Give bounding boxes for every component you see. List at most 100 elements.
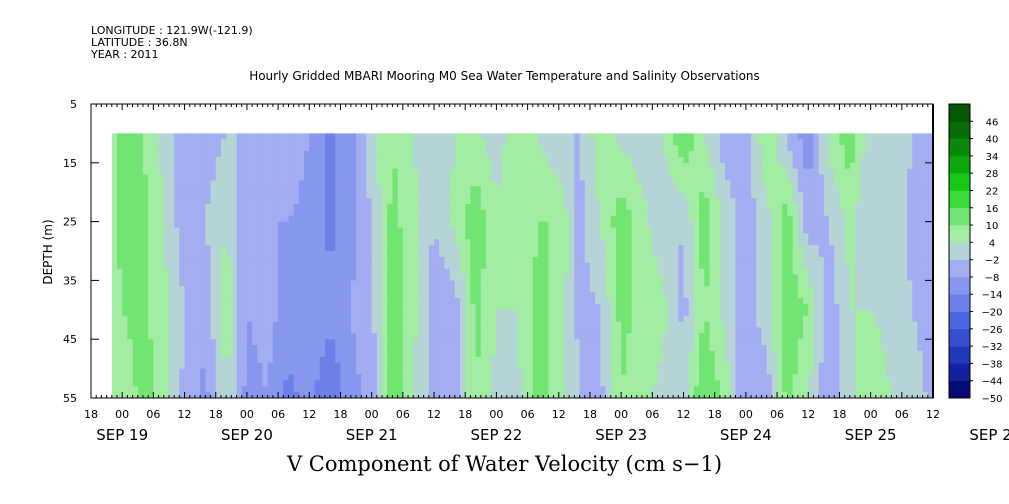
heatmap-cell bbox=[288, 233, 295, 240]
heatmap-cell bbox=[137, 280, 144, 287]
heatmap-cell bbox=[231, 256, 237, 264]
heatmap-cell bbox=[168, 227, 175, 234]
heatmap-cell bbox=[486, 303, 492, 311]
heatmap-cell bbox=[148, 315, 154, 322]
heatmap-cell bbox=[569, 386, 575, 393]
heatmap-cell bbox=[569, 145, 575, 152]
heatmap-cell bbox=[231, 233, 237, 240]
heatmap-cell bbox=[553, 256, 560, 264]
heatmap-cell bbox=[574, 133, 580, 140]
heatmap-cell bbox=[475, 145, 482, 152]
heatmap-cell bbox=[397, 315, 404, 322]
heatmap-cell bbox=[460, 350, 466, 358]
heatmap-cell bbox=[537, 245, 544, 252]
heatmap-cell bbox=[522, 151, 528, 158]
heatmap-cell bbox=[158, 239, 165, 246]
heatmap-cell bbox=[200, 333, 206, 340]
heatmap-cell bbox=[288, 356, 295, 364]
heatmap-cell bbox=[330, 356, 336, 364]
heatmap-cell bbox=[683, 145, 690, 152]
heatmap-cell bbox=[163, 362, 170, 369]
heatmap-cell bbox=[392, 374, 399, 381]
heatmap-cell bbox=[148, 350, 154, 358]
heatmap-cell bbox=[480, 274, 487, 281]
heatmap-cell bbox=[241, 139, 248, 146]
heatmap-cell bbox=[449, 198, 456, 205]
heatmap-cell bbox=[615, 156, 622, 164]
heatmap-cell bbox=[548, 209, 554, 217]
heatmap-cell bbox=[392, 174, 399, 181]
heatmap-cell bbox=[444, 268, 451, 275]
heatmap-cell bbox=[387, 392, 393, 399]
heatmap-cell bbox=[496, 368, 503, 375]
heatmap-cell bbox=[486, 327, 492, 334]
heatmap-cell bbox=[454, 274, 461, 281]
heatmap-cell bbox=[200, 203, 206, 211]
heatmap-cell bbox=[470, 133, 477, 140]
heatmap-cell bbox=[246, 180, 253, 187]
heatmap-cell bbox=[621, 192, 627, 199]
heatmap-cell bbox=[491, 380, 497, 387]
heatmap-cell bbox=[215, 327, 222, 334]
heatmap-cell bbox=[532, 392, 539, 399]
heatmap-cell bbox=[257, 303, 263, 311]
heatmap-cell bbox=[641, 251, 648, 258]
heatmap-cell bbox=[678, 245, 684, 252]
heatmap-cell bbox=[392, 327, 399, 334]
heatmap-cell bbox=[662, 292, 669, 299]
heatmap-cell bbox=[148, 327, 154, 334]
heatmap-cell bbox=[449, 386, 456, 393]
heatmap-cell bbox=[548, 145, 554, 152]
heatmap-cell bbox=[314, 233, 321, 240]
heatmap-cell bbox=[210, 221, 217, 228]
heatmap-cell bbox=[486, 239, 492, 246]
heatmap-cell bbox=[205, 262, 211, 270]
heatmap-cell bbox=[387, 168, 393, 175]
heatmap-cell bbox=[584, 380, 591, 387]
heatmap-cell bbox=[641, 133, 648, 140]
heatmap-cell bbox=[252, 245, 258, 252]
heatmap-cell bbox=[330, 180, 336, 187]
heatmap-cell bbox=[460, 133, 466, 140]
heatmap-cell bbox=[517, 380, 523, 387]
heatmap-cell bbox=[517, 227, 523, 234]
heatmap-cell bbox=[122, 251, 128, 258]
heatmap-cell bbox=[122, 345, 128, 352]
heatmap-cell bbox=[402, 245, 409, 252]
heatmap-cell bbox=[626, 262, 632, 270]
heatmap-cell bbox=[558, 203, 565, 211]
heatmap-cell bbox=[641, 368, 648, 375]
heatmap-cell bbox=[434, 174, 440, 181]
heatmap-cell bbox=[678, 256, 684, 264]
heatmap-cell bbox=[205, 133, 211, 140]
heatmap-cell bbox=[111, 286, 118, 293]
heatmap-cell bbox=[558, 233, 565, 240]
heatmap-cell bbox=[246, 368, 253, 375]
heatmap-cell bbox=[522, 262, 528, 270]
heatmap-cell bbox=[142, 362, 149, 369]
heatmap-cell bbox=[231, 298, 237, 305]
heatmap-cell bbox=[267, 192, 274, 199]
heatmap-cell bbox=[132, 256, 139, 264]
heatmap-cell bbox=[553, 186, 560, 193]
heatmap-cell bbox=[506, 221, 513, 228]
heatmap-cell bbox=[142, 327, 149, 334]
heatmap-cell bbox=[293, 227, 300, 234]
heatmap-cell bbox=[475, 262, 482, 270]
heatmap-cell bbox=[142, 280, 149, 287]
heatmap-cell bbox=[200, 139, 206, 146]
heatmap-cell bbox=[423, 268, 430, 275]
heatmap-cell bbox=[631, 203, 638, 211]
heatmap-cell bbox=[356, 203, 362, 211]
heatmap-cell bbox=[460, 151, 466, 158]
heatmap-cell bbox=[189, 203, 196, 211]
heatmap-cell bbox=[423, 151, 430, 158]
heatmap-cell bbox=[397, 356, 404, 364]
heatmap-cell bbox=[610, 198, 617, 205]
heatmap-cell bbox=[553, 268, 560, 275]
heatmap-cell bbox=[361, 345, 367, 352]
heatmap-cell bbox=[506, 386, 513, 393]
heatmap-cell bbox=[132, 356, 139, 364]
heatmap-cell bbox=[267, 174, 274, 181]
